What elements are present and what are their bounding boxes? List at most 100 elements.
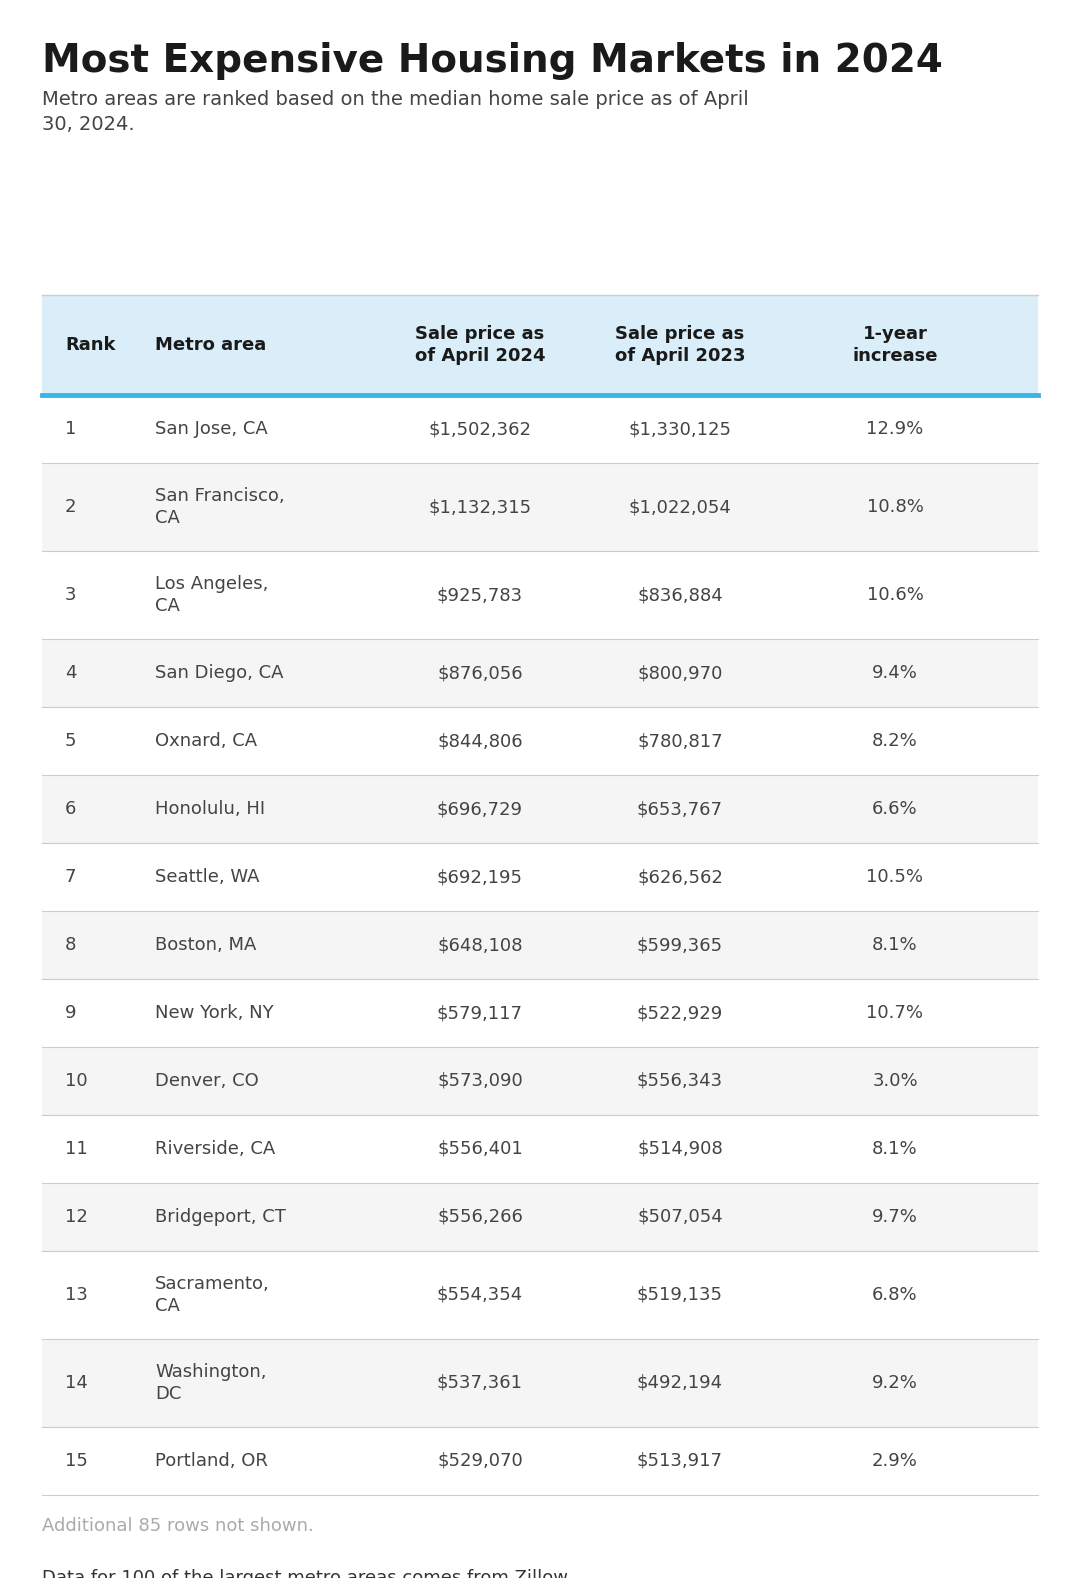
Text: $626,562: $626,562 bbox=[637, 868, 723, 885]
Text: $648,108: $648,108 bbox=[437, 936, 523, 955]
Text: $925,783: $925,783 bbox=[437, 585, 523, 604]
Text: 3.0%: 3.0% bbox=[873, 1071, 918, 1090]
Text: 9.7%: 9.7% bbox=[872, 1209, 918, 1226]
Text: Oxnard, CA: Oxnard, CA bbox=[156, 732, 257, 750]
Bar bbox=[42, 394, 1038, 462]
Bar bbox=[42, 1340, 1038, 1427]
Text: $800,970: $800,970 bbox=[637, 664, 723, 682]
Text: 12.9%: 12.9% bbox=[866, 420, 923, 439]
Text: $513,917: $513,917 bbox=[637, 1452, 723, 1471]
Text: $507,054: $507,054 bbox=[637, 1209, 723, 1226]
Text: 6.6%: 6.6% bbox=[873, 800, 918, 817]
Bar bbox=[42, 295, 1038, 394]
Text: $529,070: $529,070 bbox=[437, 1452, 523, 1471]
Text: 11: 11 bbox=[65, 1139, 87, 1158]
Text: Additional 85 rows not shown.: Additional 85 rows not shown. bbox=[42, 1516, 314, 1535]
Text: 12: 12 bbox=[65, 1209, 87, 1226]
Text: $514,908: $514,908 bbox=[637, 1139, 723, 1158]
Text: 8: 8 bbox=[65, 936, 77, 955]
Text: Boston, MA: Boston, MA bbox=[156, 936, 256, 955]
Text: Bridgeport, CT: Bridgeport, CT bbox=[156, 1209, 286, 1226]
Text: 9.2%: 9.2% bbox=[872, 1374, 918, 1392]
Text: Metro area: Metro area bbox=[156, 336, 267, 353]
Text: 15: 15 bbox=[65, 1452, 87, 1471]
Text: $573,090: $573,090 bbox=[437, 1071, 523, 1090]
Text: Most Expensive Housing Markets in 2024: Most Expensive Housing Markets in 2024 bbox=[42, 43, 943, 80]
Text: $836,884: $836,884 bbox=[637, 585, 723, 604]
Text: Seattle, WA: Seattle, WA bbox=[156, 868, 259, 885]
Text: Portland, OR: Portland, OR bbox=[156, 1452, 268, 1471]
Bar bbox=[42, 843, 1038, 911]
Text: 8.1%: 8.1% bbox=[873, 1139, 918, 1158]
Text: 9: 9 bbox=[65, 1004, 77, 1023]
Bar bbox=[42, 1251, 1038, 1340]
Bar bbox=[42, 707, 1038, 775]
Text: $1,330,125: $1,330,125 bbox=[629, 420, 731, 439]
Text: $599,365: $599,365 bbox=[637, 936, 724, 955]
Bar bbox=[42, 978, 1038, 1046]
Text: New York, NY: New York, NY bbox=[156, 1004, 273, 1023]
Text: 1-year
increase: 1-year increase bbox=[852, 325, 937, 365]
Text: 2.9%: 2.9% bbox=[872, 1452, 918, 1471]
Text: $1,022,054: $1,022,054 bbox=[629, 499, 731, 516]
Text: 7: 7 bbox=[65, 868, 77, 885]
Text: $537,361: $537,361 bbox=[437, 1374, 523, 1392]
Text: $556,343: $556,343 bbox=[637, 1071, 724, 1090]
Text: $696,729: $696,729 bbox=[437, 800, 523, 817]
Text: San Francisco,
CA: San Francisco, CA bbox=[156, 488, 285, 527]
Text: Sale price as
of April 2023: Sale price as of April 2023 bbox=[615, 325, 745, 365]
Text: 6.8%: 6.8% bbox=[873, 1286, 918, 1303]
Text: 2: 2 bbox=[65, 499, 77, 516]
Text: 3: 3 bbox=[65, 585, 77, 604]
Text: $556,266: $556,266 bbox=[437, 1209, 523, 1226]
Text: Los Angeles,
CA: Los Angeles, CA bbox=[156, 574, 268, 615]
Text: 13: 13 bbox=[65, 1286, 87, 1303]
Text: Washington,
DC: Washington, DC bbox=[156, 1363, 267, 1403]
Text: 9.4%: 9.4% bbox=[872, 664, 918, 682]
Bar bbox=[42, 551, 1038, 639]
Text: 8.1%: 8.1% bbox=[873, 936, 918, 955]
Text: Riverside, CA: Riverside, CA bbox=[156, 1139, 275, 1158]
Text: Metro areas are ranked based on the median home sale price as of April
30, 2024.: Metro areas are ranked based on the medi… bbox=[42, 90, 748, 134]
Bar bbox=[42, 1427, 1038, 1494]
Text: Rank: Rank bbox=[65, 336, 116, 353]
Bar bbox=[42, 462, 1038, 551]
Text: $556,401: $556,401 bbox=[437, 1139, 523, 1158]
Text: Sacramento,
CA: Sacramento, CA bbox=[156, 1275, 270, 1314]
Text: $1,132,315: $1,132,315 bbox=[429, 499, 531, 516]
Text: 10.7%: 10.7% bbox=[866, 1004, 923, 1023]
Text: 1: 1 bbox=[65, 420, 77, 439]
Text: $780,817: $780,817 bbox=[637, 732, 723, 750]
Text: 6: 6 bbox=[65, 800, 77, 817]
Bar bbox=[42, 1184, 1038, 1251]
Text: $1,502,362: $1,502,362 bbox=[429, 420, 531, 439]
Text: 10.8%: 10.8% bbox=[866, 499, 923, 516]
Text: $522,929: $522,929 bbox=[637, 1004, 724, 1023]
Text: 14: 14 bbox=[65, 1374, 87, 1392]
Text: 8.2%: 8.2% bbox=[873, 732, 918, 750]
Text: $519,135: $519,135 bbox=[637, 1286, 723, 1303]
Text: Sale price as
of April 2024: Sale price as of April 2024 bbox=[415, 325, 545, 365]
Text: 10: 10 bbox=[65, 1071, 87, 1090]
Text: 10.6%: 10.6% bbox=[866, 585, 923, 604]
Bar bbox=[42, 639, 1038, 707]
Text: 4: 4 bbox=[65, 664, 77, 682]
Bar bbox=[42, 911, 1038, 978]
Text: $579,117: $579,117 bbox=[437, 1004, 523, 1023]
Text: 10.5%: 10.5% bbox=[866, 868, 923, 885]
Bar bbox=[42, 1046, 1038, 1116]
Text: 5: 5 bbox=[65, 732, 77, 750]
Text: $653,767: $653,767 bbox=[637, 800, 723, 817]
Text: Data for 100 of the largest metro areas comes from Zillow.: Data for 100 of the largest metro areas … bbox=[42, 1569, 572, 1578]
Text: $876,056: $876,056 bbox=[437, 664, 523, 682]
Text: Honolulu, HI: Honolulu, HI bbox=[156, 800, 265, 817]
Text: $844,806: $844,806 bbox=[437, 732, 523, 750]
Text: $554,354: $554,354 bbox=[437, 1286, 523, 1303]
Text: $692,195: $692,195 bbox=[437, 868, 523, 885]
Bar bbox=[42, 775, 1038, 843]
Text: $492,194: $492,194 bbox=[637, 1374, 724, 1392]
Text: San Diego, CA: San Diego, CA bbox=[156, 664, 283, 682]
Text: Denver, CO: Denver, CO bbox=[156, 1071, 259, 1090]
Text: San Jose, CA: San Jose, CA bbox=[156, 420, 268, 439]
Bar bbox=[42, 1116, 1038, 1184]
